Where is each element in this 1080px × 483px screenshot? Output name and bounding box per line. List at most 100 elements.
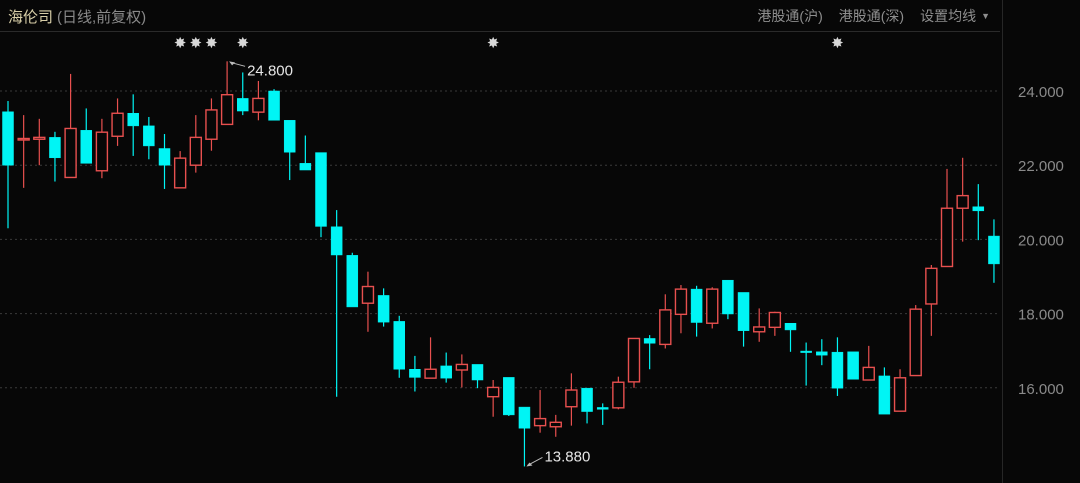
- candle-body: [80, 130, 92, 164]
- candle-body: [674, 288, 688, 316]
- candle-body: [972, 206, 985, 212]
- candle: [64, 73, 77, 179]
- candle: [737, 292, 750, 347]
- candle-body: [847, 351, 859, 380]
- candle-body: [518, 406, 531, 429]
- y-tick-label: 16.000: [1018, 381, 1064, 398]
- candle: [549, 414, 562, 437]
- ma-setting-dropdown[interactable]: 设置均线 ▼: [920, 6, 990, 26]
- candle: [768, 311, 782, 336]
- candle: [972, 184, 985, 241]
- candle-body: [925, 267, 938, 305]
- candle: [503, 377, 515, 416]
- candle-body: [503, 377, 515, 416]
- hk-connect-shenzhen-link[interactable]: 港股通(深): [838, 8, 905, 24]
- event-star-icon: ✸: [190, 35, 203, 52]
- candle: [173, 151, 187, 189]
- price-annotation: 13.880: [526, 448, 590, 467]
- candle-body: [252, 97, 265, 113]
- candle: [237, 72, 249, 116]
- event-star-icon: ✸: [174, 35, 187, 52]
- candle: [220, 61, 234, 126]
- candle: [831, 337, 844, 396]
- candle: [455, 354, 469, 388]
- candle: [533, 390, 547, 433]
- candle-body: [377, 295, 390, 323]
- candle-body: [330, 226, 343, 256]
- candle-body: [158, 148, 171, 166]
- candle: [893, 369, 907, 412]
- stock-title: 海伦司 (日线,前复权): [8, 6, 146, 27]
- candle-body: [95, 131, 109, 172]
- candle: [315, 152, 327, 238]
- candle-body: [878, 375, 891, 415]
- candle: [909, 305, 922, 377]
- hk-connect-shanghai-link[interactable]: 港股通(沪): [757, 8, 823, 24]
- candle-body: [455, 363, 469, 371]
- event-star-icon: ✸: [487, 35, 500, 52]
- candle: [440, 352, 452, 383]
- price-annotation: 24.800: [229, 61, 293, 79]
- axis-divider: [1002, 0, 1003, 483]
- candle-body: [643, 338, 656, 344]
- candle: [2, 101, 14, 229]
- candle-body: [127, 113, 139, 127]
- y-tick-label: 18.000: [1018, 307, 1064, 324]
- candle: [722, 279, 734, 320]
- candle: [268, 89, 280, 121]
- candle-body: [690, 288, 703, 323]
- candle: [643, 335, 656, 370]
- candle: [800, 342, 812, 386]
- candle-body: [33, 136, 46, 140]
- candle-body: [988, 235, 1000, 265]
- candle: [816, 339, 828, 366]
- candle: [127, 94, 139, 156]
- candle: [189, 115, 203, 173]
- y-axis: 16.000 18.000 20.000 22.000 24.000: [1018, 84, 1064, 398]
- candle-body: [753, 326, 766, 333]
- y-tick-label: 20.000: [1018, 232, 1064, 249]
- stock-name: 海伦司: [8, 9, 54, 26]
- candle: [753, 308, 766, 342]
- candle: [205, 98, 218, 151]
- candle-body: [189, 136, 203, 166]
- arrow-head-icon: [526, 462, 533, 467]
- candle-body: [768, 311, 782, 329]
- arrow-head-icon: [229, 61, 236, 66]
- candle: [49, 131, 61, 182]
- candle-body: [831, 351, 844, 389]
- candle-body: [581, 387, 593, 412]
- candle: [565, 373, 578, 426]
- candle: [518, 406, 531, 467]
- candle: [393, 315, 405, 378]
- candle: [486, 380, 500, 417]
- candle: [581, 387, 593, 424]
- candle-body: [49, 137, 61, 159]
- candle-body: [659, 309, 672, 346]
- candle-body: [533, 417, 547, 427]
- event-star-icon: ✸: [205, 35, 218, 52]
- candle-body: [862, 366, 875, 381]
- candle-body: [424, 368, 437, 379]
- candle-body: [205, 109, 218, 140]
- candle: [143, 116, 155, 160]
- candle: [17, 115, 30, 188]
- annotations: 24.800 13.880: [229, 61, 590, 467]
- candle: [596, 403, 609, 425]
- candle-body: [565, 389, 578, 408]
- candle-body: [816, 351, 828, 356]
- candle-body: [409, 369, 421, 378]
- candle-body: [956, 194, 969, 209]
- candle: [784, 322, 797, 352]
- candle-body: [893, 377, 907, 412]
- candle-body: [940, 207, 954, 268]
- candle: [252, 80, 265, 121]
- candle-body: [220, 94, 234, 126]
- candle: [627, 337, 641, 388]
- candle: [377, 288, 390, 327]
- candle-body: [800, 350, 812, 353]
- candle: [361, 271, 375, 332]
- candle: [95, 118, 109, 179]
- annotation-label: 13.880: [544, 448, 590, 465]
